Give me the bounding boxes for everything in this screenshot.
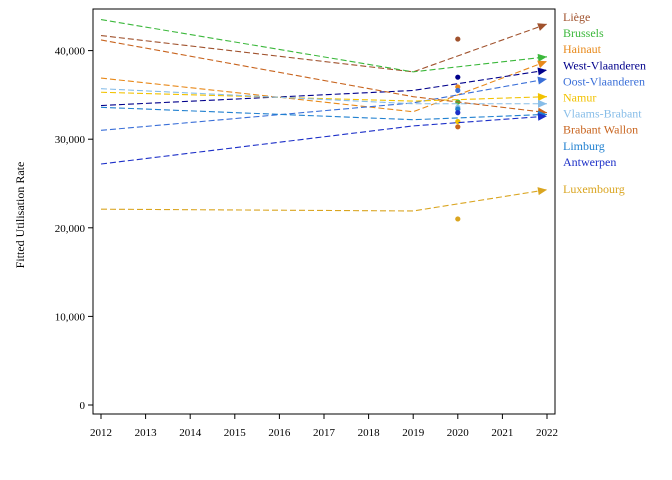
observed-point-10 <box>455 216 461 222</box>
y-tick-label: 40,000 <box>55 46 86 58</box>
x-tick-label: 2015 <box>224 427 247 439</box>
legend-entry-2: Hainaut <box>563 42 602 56</box>
observed-point-4 <box>455 87 461 94</box>
legend-entry-6: Vlaams-Brabant <box>563 107 642 121</box>
series-arrowhead-5 <box>537 92 547 101</box>
series-arrowhead-9 <box>537 112 547 121</box>
x-tick-label: 2022 <box>536 427 558 439</box>
series-line-7 <box>100 39 548 114</box>
observed-point-9 <box>455 110 461 116</box>
y-tick-label: 20,000 <box>55 223 86 235</box>
legend-entry-5: Namur <box>563 91 596 105</box>
legend-entry-4: Oost-Vlaanderen <box>563 74 645 88</box>
legend: Liège Brussels Hainaut West-Vlaanderen Oost-… <box>563 10 646 196</box>
series-line-6 <box>100 88 547 105</box>
series-arrowhead-1 <box>537 53 547 62</box>
series-arrowhead-4 <box>537 76 547 85</box>
plot-frame <box>92 8 556 415</box>
plot-area: 0 10,000 20,000 30,000 40,000 2012 2013 2014 201… <box>55 8 558 439</box>
series-line-9 <box>100 115 548 165</box>
x-tick-label: 2012 <box>90 427 112 439</box>
legend-entry-1: Brussels <box>563 26 604 40</box>
series-arrowhead-0 <box>537 23 547 31</box>
y-tick-label: 0 <box>80 400 86 412</box>
x-tick-label: 2018 <box>358 427 381 439</box>
observed-point-5 <box>455 118 461 125</box>
series-line-3 <box>100 69 548 107</box>
x-tick-label: 2014 <box>179 427 202 439</box>
series-arrowhead-3 <box>537 67 547 76</box>
observed-point-7 <box>455 124 461 130</box>
series-line-10 <box>100 189 548 212</box>
observed-point-0 <box>455 36 461 42</box>
x-tick-label: 2017 <box>313 427 336 439</box>
y-tick-label: 30,000 <box>55 134 86 146</box>
series-line-5 <box>100 91 548 102</box>
legend-entry-10: Luxembourg <box>563 182 625 196</box>
observed-point-3 <box>455 74 461 80</box>
series-line-1 <box>100 19 548 73</box>
x-tick-label: 2019 <box>402 427 425 439</box>
series-line-4 <box>100 78 548 131</box>
legend-entry-7: Brabant Wallon <box>563 123 638 137</box>
legend-entry-8: Limburg <box>563 139 605 153</box>
series-line-2 <box>100 60 548 113</box>
x-tick-label: 2021 <box>491 427 513 439</box>
legend-entry-9: Antwerpen <box>563 155 616 169</box>
x-tick-label: 2016 <box>268 427 291 439</box>
series-line-8 <box>100 106 548 121</box>
x-tick-label: 2020 <box>447 427 470 439</box>
y-tick-label: 10,000 <box>55 311 86 323</box>
series-line-0 <box>100 23 548 73</box>
legend-entry-3: West-Vlaanderen <box>563 58 646 72</box>
series-arrowhead-10 <box>537 187 547 196</box>
legend-entry-0: Liège <box>563 10 590 24</box>
y-axis-title: Fitted Utilisation Rate <box>13 162 27 269</box>
series-arrowhead-6 <box>538 99 547 108</box>
x-tick-label: 2013 <box>135 427 158 439</box>
series-arrowhead-2 <box>537 60 547 69</box>
